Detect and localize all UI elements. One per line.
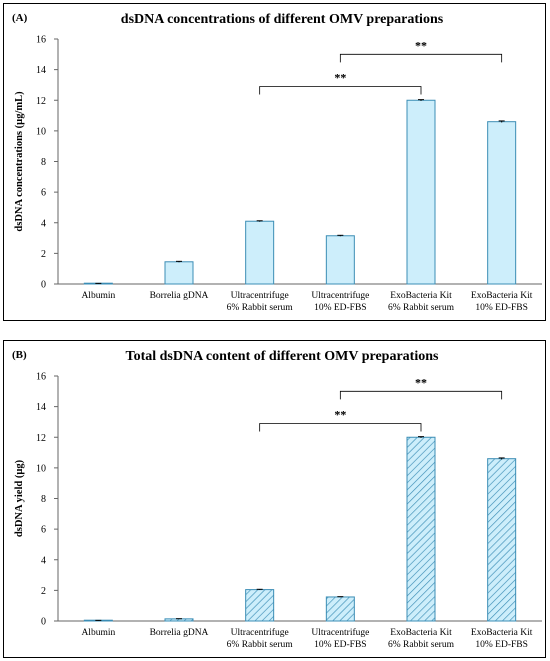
chart-b-panel-label: (B)	[12, 349, 27, 361]
chart-b-category-label-4: 10% ED-FBS	[314, 640, 367, 650]
chart-b-significance-label-2: **	[415, 375, 427, 389]
chart-b-category-label-4: Ultracentrifuge	[311, 627, 369, 638]
chart-a-title: dsDNA concentrations of different OMV pr…	[121, 12, 444, 27]
chart-a-significance-label-1: **	[334, 70, 346, 84]
chart-a-significance-bracket-2	[339, 53, 503, 63]
chart-b-category-label-6: 10% ED-FBS	[475, 640, 528, 650]
chart-b-category-label-1: Albumin	[81, 628, 115, 638]
chart-a-category-label-5: ExoBacteria Kit	[390, 291, 452, 301]
chart-a-y-tick-label: 4	[41, 218, 46, 229]
chart-b-title: Total dsDNA content of different OMV pre…	[126, 349, 439, 364]
chart-a-category-label-3: 6% Rabbit serum	[227, 303, 294, 313]
chart-a-y-tick-label: 14	[36, 65, 46, 76]
chart-b-y-tick-label: 12	[36, 433, 46, 444]
chart-a-significance-bracket-1	[259, 86, 422, 95]
chart-a-bar-5	[406, 99, 436, 285]
chart-b-category-label-5: ExoBacteria Kit	[390, 628, 452, 638]
chart-a-y-tick-label: 6	[41, 188, 46, 199]
chart-a-category-label-1: Albumin	[81, 291, 115, 301]
chart-a-y-tick-label: 0	[41, 280, 46, 291]
chart-b-significance-label-1: **	[334, 407, 346, 421]
chart-a-category-label-6: ExoBacteria Kit	[471, 291, 533, 301]
chart-b-y-tick-label: 6	[41, 525, 46, 536]
chart-a-bar-6	[487, 121, 517, 285]
chart-b-category-label-3: 6% Rabbit serum	[227, 640, 294, 650]
chart-a-y-tick-label: 12	[36, 96, 46, 107]
chart-a-category-label-3: Ultracentrifuge	[231, 290, 289, 301]
chart-a-y-tick-label: 2	[41, 249, 46, 260]
chart-b-svg: (B) Total dsDNA content of different OMV …	[12, 349, 542, 650]
chart-a-bar-3	[245, 220, 275, 285]
chart-a-significance-label-2: **	[415, 38, 427, 52]
chart-a-svg: (A) dsDNA concentrations of different OMV…	[12, 12, 542, 313]
chart-a-category-label-4: 10% ED-FBS	[314, 303, 367, 313]
chart-b-significance-bracket-1	[259, 423, 422, 432]
chart-a-y-tick-label: 8	[41, 157, 46, 168]
chart-b-category-label-6: ExoBacteria Kit	[471, 628, 533, 638]
chart-panel-a: (A) dsDNA concentrations of different OMV…	[3, 3, 546, 321]
chart-b-y-tick-label: 10	[36, 463, 46, 474]
chart-b-y-tick-label: 4	[41, 555, 46, 566]
chart-a-y-axis-label: dsDNA concentrations (µg/mL)	[14, 91, 25, 232]
chart-a-y-tick-label: 16	[36, 35, 46, 46]
chart-b-category-label-2: Borrelia gDNA	[150, 628, 209, 638]
chart-a-category-label-5: 6% Rabbit serum	[388, 303, 455, 313]
chart-b-bar-6	[487, 458, 517, 622]
chart-b-bar-4	[325, 596, 355, 622]
chart-a-category-label-4: Ultracentrifuge	[311, 290, 369, 301]
chart-b-category-label-3: Ultracentrifuge	[231, 627, 289, 638]
chart-a-bar-4	[325, 235, 355, 285]
chart-b-category-label-5: 6% Rabbit serum	[388, 640, 455, 650]
chart-b-y-tick-label: 14	[36, 402, 46, 413]
chart-a-category-label-2: Borrelia gDNA	[150, 291, 209, 301]
chart-a-bar-2	[164, 261, 194, 285]
chart-a-panel-label: (A)	[12, 12, 28, 24]
chart-b-bar-3	[245, 589, 275, 622]
chart-b-bar-5	[406, 436, 436, 622]
chart-b-y-axis-label: dsDNA yield (µg)	[14, 459, 25, 537]
chart-panel-b: (B) Total dsDNA content of different OMV …	[3, 340, 546, 658]
chart-b-y-tick-label: 8	[41, 494, 46, 505]
chart-b-y-tick-label: 2	[41, 586, 46, 597]
chart-a-category-label-6: 10% ED-FBS	[475, 303, 528, 313]
chart-b-y-tick-label: 0	[41, 617, 46, 628]
chart-b-y-tick-label: 16	[36, 372, 46, 383]
chart-a-y-tick-label: 10	[36, 126, 46, 137]
chart-b-significance-bracket-2	[339, 390, 503, 400]
